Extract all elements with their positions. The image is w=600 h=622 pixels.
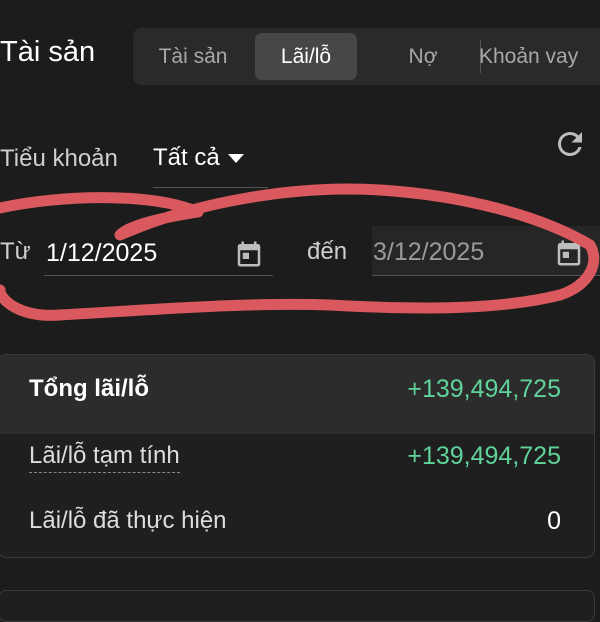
realized-row: Lãi/lỗ đã thực hiện 0 bbox=[0, 500, 594, 557]
to-date-value: 3/12/2025 bbox=[373, 238, 485, 266]
next-card bbox=[0, 590, 595, 622]
profit-loss-summary-card: Tổng lãi/lỗ +139,494,725 Lãi/lỗ tạm tính… bbox=[0, 354, 595, 558]
from-date-value: 1/12/2025 bbox=[46, 239, 158, 267]
unrealized-row: Lãi/lỗ tạm tính +139,494,725 bbox=[0, 434, 594, 500]
tab-divider bbox=[480, 40, 481, 73]
subaccount-select[interactable]: Tất cả bbox=[153, 142, 268, 188]
unrealized-value: +139,494,725 bbox=[407, 442, 561, 470]
tab-debt[interactable]: Nợ bbox=[408, 45, 438, 68]
from-label: Từ bbox=[0, 238, 31, 265]
total-value: +139,494,725 bbox=[407, 375, 561, 403]
realized-value: 0 bbox=[547, 507, 561, 535]
tab-assets[interactable]: Tài sản bbox=[158, 45, 228, 68]
tab-loans[interactable]: Khoản vay bbox=[479, 45, 579, 68]
chevron-down-icon bbox=[227, 154, 244, 164]
from-date-input[interactable]: 1/12/2025 bbox=[44, 231, 273, 276]
to-label: đến bbox=[307, 238, 348, 265]
tab-profit-loss[interactable]: Lãi/lỗ bbox=[255, 33, 357, 80]
to-date-input[interactable]: 3/12/2025 bbox=[372, 226, 600, 276]
total-label: Tổng lãi/lỗ bbox=[29, 375, 149, 402]
realized-label: Lãi/lỗ đã thực hiện bbox=[29, 507, 227, 534]
total-row: Tổng lãi/lỗ +139,494,725 bbox=[0, 355, 594, 434]
subaccount-value: Tất cả bbox=[153, 144, 220, 171]
page-title: Tài sản bbox=[0, 36, 96, 68]
subaccount-label: Tiểu khoản bbox=[0, 145, 118, 172]
calendar-icon[interactable] bbox=[234, 237, 264, 271]
calendar-icon[interactable] bbox=[554, 236, 584, 270]
tab-bar: Tài sản Lãi/lỗ Nợ Khoản vay bbox=[133, 28, 600, 85]
refresh-icon[interactable] bbox=[552, 126, 588, 162]
unrealized-label[interactable]: Lãi/lỗ tạm tính bbox=[29, 442, 180, 473]
